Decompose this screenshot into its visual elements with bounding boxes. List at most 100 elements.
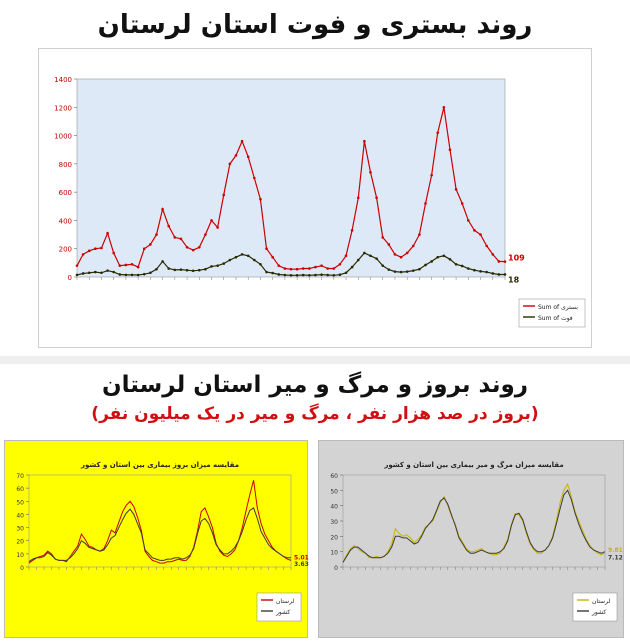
data-point: [467, 267, 470, 270]
data-point: [308, 274, 311, 277]
data-point: [179, 237, 183, 241]
data-point: [130, 262, 134, 266]
data-point: [411, 269, 415, 272]
legend-label: کشور: [591, 609, 606, 616]
data-point: [503, 273, 507, 276]
chart-title: مقایسه میزان مرگ و میر بیماری بین استان …: [383, 460, 563, 469]
data-point: [149, 243, 152, 246]
series-line-1: [342, 482, 606, 563]
data-point: [87, 249, 91, 253]
data-point: [216, 264, 219, 267]
chart-title: مقایسه میزان بروز بیماری بین استان و کشو…: [80, 461, 239, 469]
data-point: [106, 269, 109, 272]
data-point: [136, 273, 140, 277]
data-point: [363, 139, 366, 143]
data-point: [460, 264, 464, 268]
data-point: [356, 258, 360, 262]
data-point: [124, 263, 128, 267]
data-point: [253, 258, 256, 262]
y-tick-label: 400: [59, 217, 72, 225]
data-point: [259, 197, 262, 201]
data-point: [295, 267, 299, 271]
data-point: [485, 244, 488, 248]
data-point: [387, 268, 391, 271]
legend-box: [518, 298, 586, 328]
data-point: [497, 260, 501, 263]
data-point: [271, 255, 274, 259]
data-point: [448, 148, 452, 152]
y-tick-label: 30: [16, 526, 24, 533]
y-tick-label: 50: [330, 488, 338, 495]
data-point: [155, 233, 158, 236]
data-point: [106, 231, 109, 235]
data-point: [344, 271, 348, 275]
y-tick-label: 40: [330, 504, 338, 511]
data-point: [436, 131, 440, 135]
data-point: [326, 267, 329, 270]
data-point: [222, 193, 226, 197]
data-point: [130, 273, 134, 277]
y-tick-label: 1000: [54, 133, 72, 141]
mortality-comparison-chart: 0 10 20 30 40 50 60 9.81 7.12 مقایسه میزان مرگ و …: [318, 440, 624, 638]
chart1-svg: 0 200 400 600 800 1000 1200 1400 109 18 Sum of بست…: [54, 76, 586, 328]
series-end-label: 5.01: [294, 554, 309, 561]
data-point: [155, 267, 158, 271]
data-point: [326, 273, 329, 277]
data-point: [473, 268, 476, 272]
plot-area: [28, 474, 292, 568]
y-tick-label: 0: [68, 274, 72, 282]
data-point: [191, 248, 195, 252]
data-point: [228, 258, 232, 262]
data-point: [308, 267, 311, 270]
series-end-label: 9.81: [608, 547, 623, 554]
series-line-2: [28, 507, 291, 563]
data-point: [94, 247, 97, 251]
y-tick-label: 0: [20, 565, 24, 572]
data-point: [81, 253, 85, 256]
data-point: [191, 269, 195, 273]
data-point: [363, 251, 366, 255]
data-point: [405, 270, 409, 273]
data-point: [289, 274, 293, 277]
data-point: [418, 233, 421, 236]
chart2-svg: 0 10 20 30 40 50 60 70 5.013.63 مقایسه میزان بروز…: [16, 461, 309, 622]
y-tick-label: 20: [16, 539, 24, 546]
data-point: [87, 271, 91, 275]
data-point: [265, 247, 268, 251]
data-point: [118, 264, 122, 267]
data-point: [344, 254, 348, 258]
data-point: [381, 264, 385, 267]
data-point: [112, 251, 115, 255]
data-point: [491, 253, 495, 256]
y-tick-label: 70: [16, 473, 24, 480]
data-point: [142, 272, 146, 276]
legend-box: [256, 592, 302, 622]
y-tick-label: 10: [330, 550, 338, 557]
data-point: [253, 176, 256, 180]
main-chart-title: روند بستری و فوت استان لرستان: [97, 10, 533, 40]
data-point: [485, 270, 488, 274]
series-line-1: [28, 480, 292, 564]
data-point: [118, 273, 122, 276]
data-point: [246, 254, 250, 258]
data-point: [289, 267, 293, 271]
data-point: [149, 271, 152, 275]
data-point: [332, 274, 336, 277]
series-end-label: 3.63: [294, 561, 309, 568]
data-point: [210, 265, 213, 268]
data-point: [473, 229, 476, 232]
legend-label: لرستان: [276, 598, 294, 605]
y-tick-label: 60: [16, 486, 24, 493]
data-point: [436, 255, 440, 259]
data-point: [142, 247, 146, 251]
data-point: [381, 236, 385, 239]
data-point: [197, 268, 201, 272]
data-point: [405, 251, 409, 255]
section-divider: [0, 356, 630, 364]
data-point: [338, 262, 342, 266]
data-point: [81, 272, 85, 275]
data-point: [222, 262, 226, 265]
data-point: [283, 273, 287, 277]
data-point: [350, 265, 354, 269]
data-point: [454, 188, 458, 191]
